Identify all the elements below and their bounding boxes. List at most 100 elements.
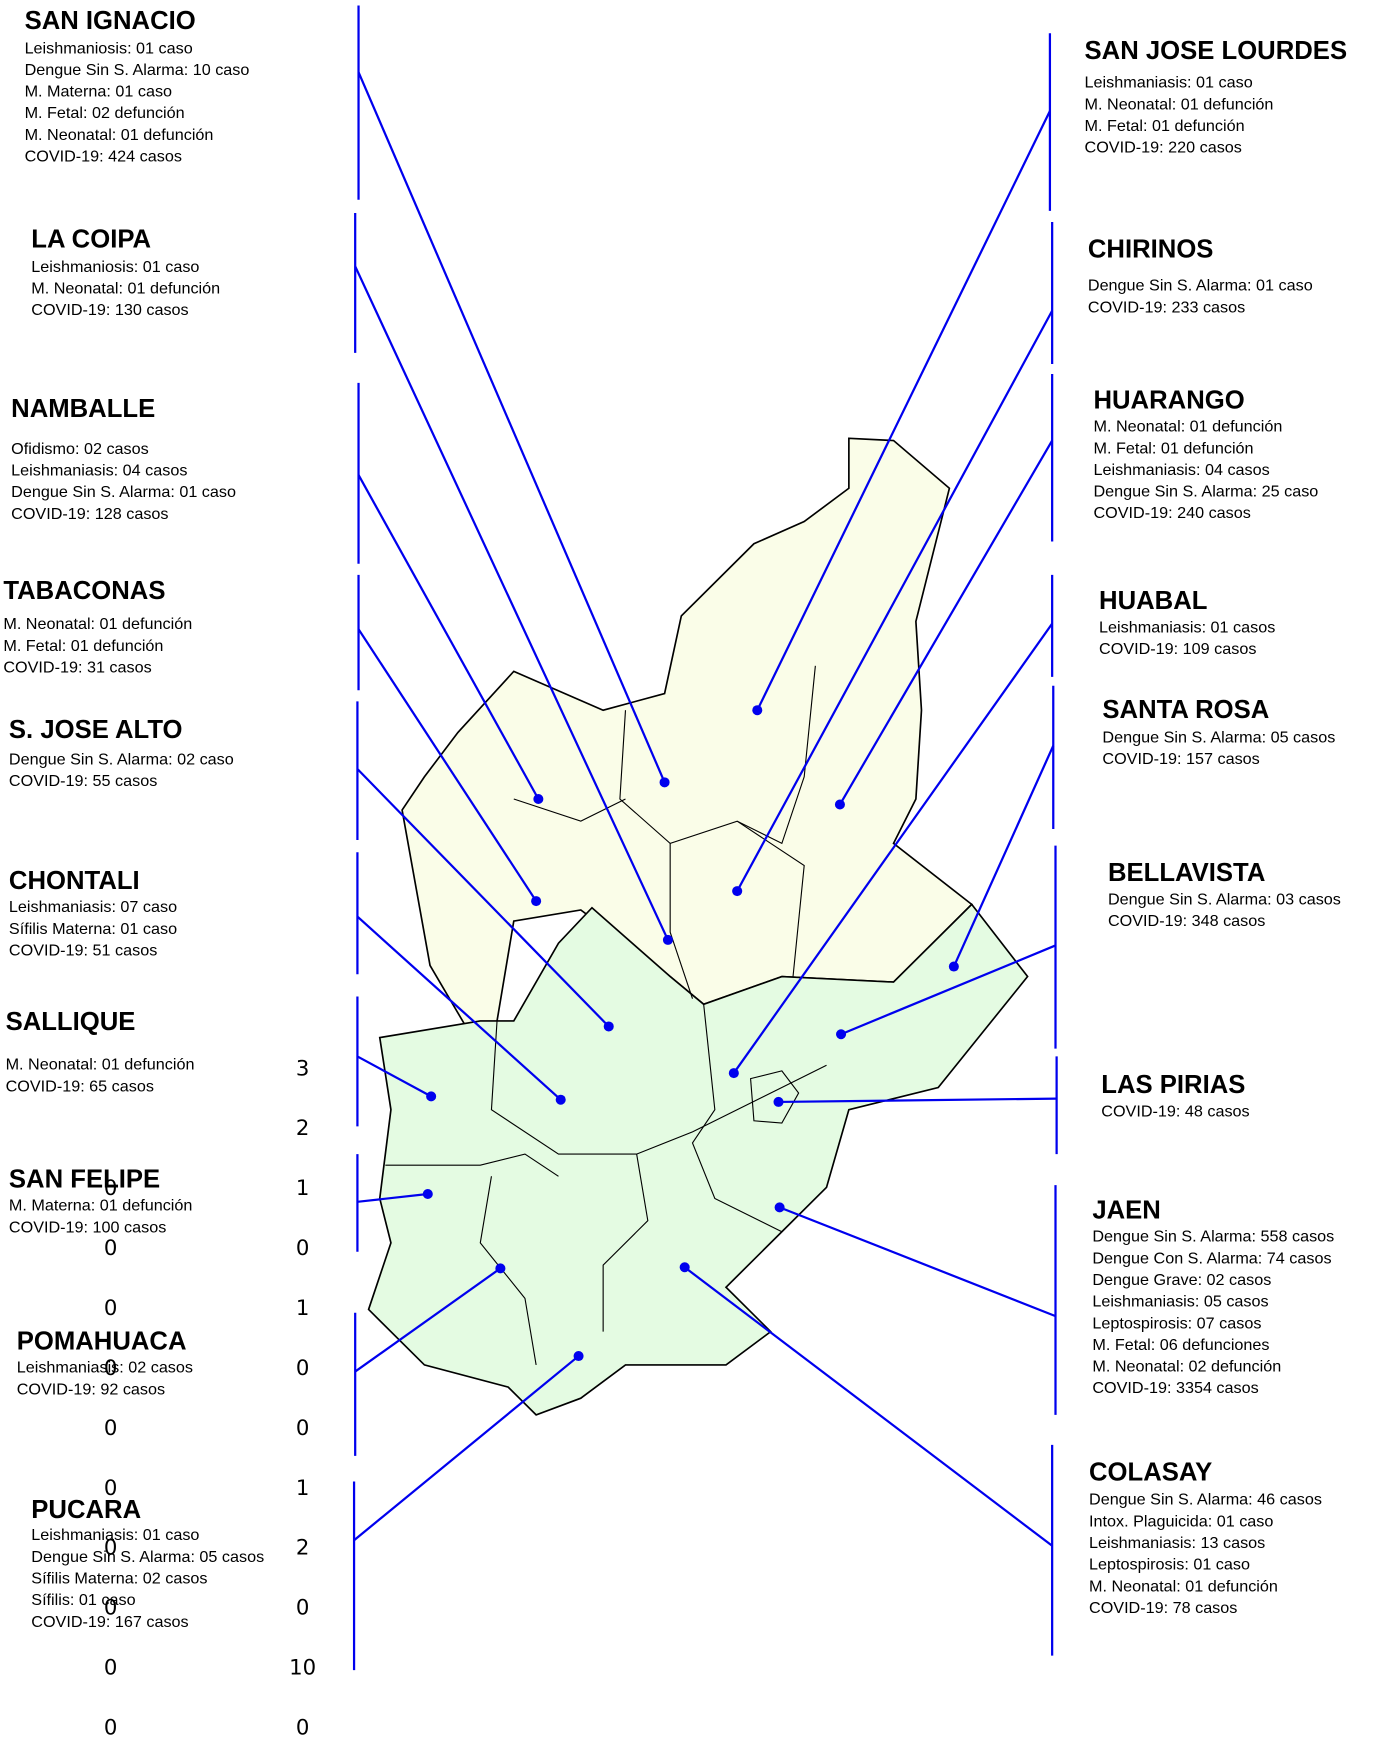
district-info: COVID-19: 348 casos [1108,912,1265,930]
district-info: COVID-19: 130 casos [31,301,188,319]
district-info: Leishmaniasis: 07 caso [9,898,177,916]
district-info: COVID-19: 233 casos [1088,298,1245,316]
leader-line [952,745,1055,967]
leader-line [736,310,1054,892]
stray-number: 3 [296,1055,309,1080]
leader-line [778,1097,1057,1104]
district-name: LAS PIRIAS [1101,1071,1245,1099]
district-info: Leptospirosis: 01 caso [1089,1556,1250,1574]
district-info: Dengue Sin S. Alarma: 46 casos [1089,1491,1322,1509]
district-marker [728,1068,739,1079]
district-info: COVID-19: 240 casos [1093,504,1250,522]
district-marker [531,896,542,907]
district-info: COVID-19: 3354 casos [1092,1379,1258,1397]
leader-line [840,944,1056,1036]
district-info: Sífilis Materna: 01 caso [9,920,177,938]
district-name: SAN FELIPE [9,1165,160,1193]
district-info: Dengue Sin S. Alarma: 05 casos [1102,728,1335,746]
stray-number: 0 [104,1415,117,1440]
district-info: COVID-19: 167 casos [31,1613,188,1631]
district-marker [426,1091,437,1102]
stray-number: 10 [289,1655,316,1680]
district-name: PUCARA [31,1496,141,1524]
district-info: COVID-19: 100 casos [9,1218,166,1236]
district-name: COLASAY [1089,1458,1212,1486]
stray-number: 0 [104,1475,117,1500]
district-marker [774,1202,785,1213]
district-name: BELLAVISTA [1108,859,1265,887]
stray-number: 1 [296,1295,309,1320]
district-info: M. Neonatal: 01 defunción [1093,418,1282,436]
district-name: HUABAL [1099,587,1207,615]
district-info: Dengue Grave: 02 casos [1092,1271,1271,1289]
district-marker [422,1189,433,1200]
district-marker [495,1263,506,1274]
district-marker [573,1351,584,1362]
district-info: Dengue Sin S. Alarma: 02 caso [9,751,234,769]
district-info: Leishmaniosis: 01 caso [25,39,193,57]
district-info: Leishmaniasis: 01 caso [31,1526,199,1544]
district-info: Leishmaniasis: 05 casos [1092,1293,1268,1311]
district-name: SAN JOSE LOURDES [1085,37,1348,65]
leader-line [357,628,538,902]
stray-number: 0 [104,1355,117,1380]
leader-line [357,1192,428,1203]
leader-line [684,1266,1053,1547]
district-info: COVID-19: 65 casos [6,1077,154,1095]
leader-line [756,110,1051,711]
district-info: COVID-19: 55 casos [9,772,157,790]
district-info: M. Neonatal: 01 defunción [31,280,220,298]
district-info: M. Neonatal: 01 defunción [1089,1577,1278,1595]
district-info: COVID-19: 92 casos [17,1380,165,1398]
district-marker [732,886,743,897]
district-info: Leishmaniasis: 04 casos [1093,461,1269,479]
stray-number: 0 [296,1415,309,1440]
district-info: COVID-19: 220 casos [1085,139,1242,157]
district-name: CHIRINOS [1088,236,1214,264]
stray-number: 0 [296,1235,309,1260]
leader-line [356,915,562,1101]
stray-number: 0 [104,1295,117,1320]
district-borders [385,665,827,1366]
district-name: NAMBALLE [11,395,155,423]
district-info: COVID-19: 424 casos [25,148,182,166]
district-name: TABACONAS [3,577,165,605]
district-info: M. Fetal: 01 defunción [1085,117,1245,135]
district-name: S. JOSE ALTO [9,716,183,744]
district-name: SALLIQUE [6,1008,136,1036]
district-marker [752,705,763,716]
district-info: Dengue Sin S. Alarma: 05 casos [31,1548,264,1566]
district-marker [948,961,959,972]
district-info: Leptospirosis: 07 casos [1092,1314,1261,1332]
stray-number: 0 [104,1715,117,1740]
district-info: Dengue Sin S. Alarma: 558 casos [1092,1228,1334,1246]
stray-number: 0 [296,1355,309,1380]
leader-line [838,439,1054,806]
district-info: M. Materna: 01 defunción [9,1197,192,1215]
district-name: POMAHUACA [17,1327,187,1355]
stray-number: 1 [296,1475,309,1500]
stray-number: 0 [104,1595,117,1620]
district-info: M. Neonatal: 01 defunción [1085,95,1274,113]
district-info: COVID-19: 157 casos [1102,750,1259,768]
district-name: JAEN [1092,1197,1161,1225]
district-info: COVID-19: 31 casos [3,659,151,677]
district-info: Dengue Sin S. Alarma: 01 caso [11,483,236,501]
district-marker [533,793,544,804]
leader-line [356,768,610,1028]
district-marker [834,799,845,810]
stray-number: 0 [104,1535,117,1560]
leader-line [357,474,540,800]
district-info: COVID-19: 78 casos [1089,1599,1237,1617]
district-info: M. Neonatal: 01 defunción [25,126,214,144]
district-info: Ofidismo: 02 casos [11,440,149,458]
district-name: LA COIPA [31,226,151,254]
district-info: M. Fetal: 01 defunción [3,637,163,655]
district-marker [603,1021,614,1032]
district-info: Intox. Plaguicida: 01 caso [1089,1512,1273,1530]
leader-line [356,1055,432,1098]
district-info: COVID-19: 51 casos [9,941,157,959]
district-info: Dengue Sin S. Alarma: 10 caso [25,61,250,79]
district-marker [659,777,670,788]
district-info: Dengue Sin S. Alarma: 03 casos [1108,890,1341,908]
